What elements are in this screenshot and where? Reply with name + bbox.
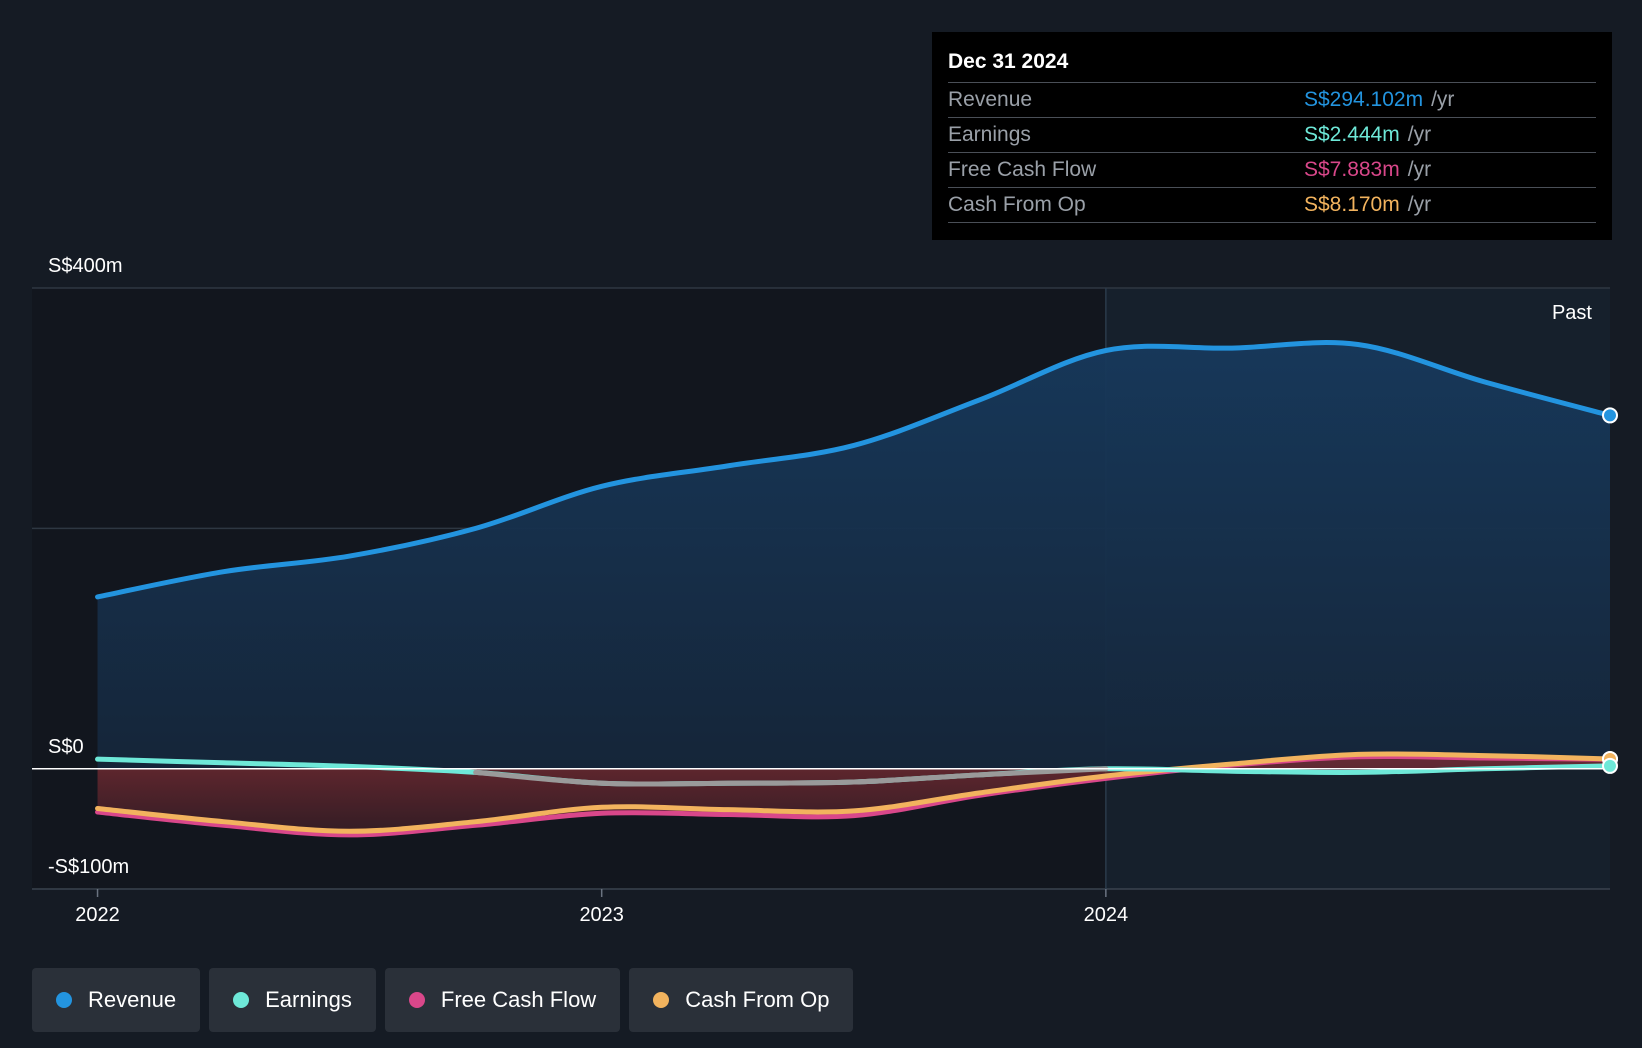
tooltip-row-revenue: Revenue S$294.102m /yr [948,82,1596,117]
past-label: Past [1552,302,1592,324]
y-tick-label: -S$100m [48,856,129,878]
x-tick-label: 2024 [1084,904,1129,926]
tooltip-label: Earnings [948,123,1031,146]
cash-from-op-dot-icon [653,992,670,1008]
earnings-end-point [1602,757,1618,774]
revenue-area [97,342,1611,769]
revenue-dot-icon [56,992,72,1008]
earnings-dot-icon [233,992,250,1008]
earnings-loss-line [473,766,1109,787]
free-cash-flow-dot-icon [408,992,425,1008]
x-tick-label: 2022 [75,904,120,926]
tooltip-date: Dec 31 2024 [948,50,1069,73]
end-markers [1602,407,1618,774]
legend-item-cash-from-op[interactable]: Cash From Op [629,968,854,1032]
revenue-end-point [1602,407,1618,424]
tooltip-value: S$8.170m [1304,193,1400,216]
revenue-line [95,340,1613,600]
tooltip-row-earnings: Earnings S$2.444m /yr [948,117,1596,152]
tooltip-row-free-cash-flow: Free Cash Flow S$7.883m /yr [948,152,1596,187]
tooltip-value: S$2.444m [1304,123,1400,146]
tooltip-unit: /yr [1431,88,1455,111]
tooltip-unit: /yr [1407,123,1432,146]
series-areas [97,342,1611,835]
legend-item-free-cash-flow[interactable]: Free Cash Flow [384,968,621,1032]
legend: Revenue Earnings Free Cash Flow Cash Fro… [32,968,854,1032]
y-axis-ticks: S$400m S$0 -S$100m [48,255,129,878]
legend-item-earnings[interactable]: Earnings [209,968,376,1032]
x-axis-ticks: 2022 2023 2024 [75,889,1128,926]
legend-label: Revenue [88,987,177,1012]
tooltip-unit: /yr [1407,158,1432,181]
series-lines [95,340,1613,838]
x-tick-label: 2023 [579,904,624,926]
tooltip-label: Revenue [948,88,1033,111]
tooltip-label: Free Cash Flow [948,158,1097,181]
tooltip-value: S$294.102m [1304,88,1424,111]
free-cash-flow-area [97,756,1611,835]
legend-label: Earnings [265,987,352,1012]
legend-item-revenue[interactable]: Revenue [32,968,201,1032]
legend-label: Cash From Op [685,987,830,1012]
y-tick-label: S$0 [48,736,84,758]
chart: S$400m S$0 -S$100m 2022 2023 2024 Past [32,255,1618,926]
tooltip: Dec 31 2024 Revenue S$294.102m /yr Earni… [932,32,1612,240]
tooltip-row-cash-from-op: Cash From Op S$8.170m /yr [948,187,1596,223]
y-tick-label: S$400m [48,255,123,277]
tooltip-value: S$7.883m [1304,158,1400,181]
legend-label: Free Cash Flow [440,987,597,1012]
tooltip-unit: /yr [1407,193,1432,216]
cash-from-op-line [95,751,1613,834]
tooltip-label: Cash From Op [948,193,1086,216]
